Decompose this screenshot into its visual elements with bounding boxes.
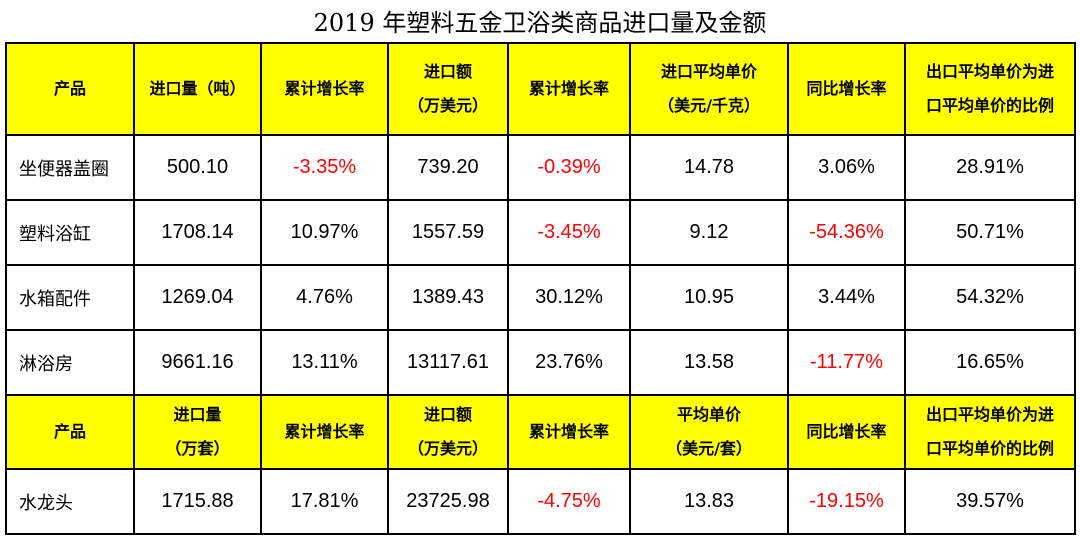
cell-cumulative-growth: 10.97% [260, 199, 389, 266]
import-table: 产品 进口量（吨） 累计增长率 进口额 （万美元） 累计增长率 进口平均单价 （美元/千克）同… [5, 42, 1076, 535]
header-text: 口平均单价的比例 [925, 439, 1054, 458]
cell-cumulative-growth: 17.81% [260, 468, 389, 535]
table-row: 坐便器盖圈 500.10 -3.35% 739.20 -0.39% 14.78 3.06% 2… [5, 134, 1076, 201]
header-cell-cumulative-growth: 累计增长率 [260, 394, 389, 470]
cell-export-import-ratio: 28.91% [904, 134, 1076, 201]
header-cell-cumulative-growth-value: 累计增长率 [507, 42, 631, 136]
cell-import-value: 739.20 [387, 134, 509, 201]
cell-import-value: 1389.43 [387, 264, 509, 331]
cell-product: 水箱配件 [5, 264, 135, 331]
header-text: 口平均单价的比例 [925, 96, 1054, 115]
header-text: 同比增长率 [806, 422, 887, 441]
header-cell-avg-unit-price: 平均单价 （美元/套） [629, 394, 789, 470]
cell-cumulative-growth: 13.11% [260, 329, 389, 396]
cell-import-qty: 1269.04 [133, 264, 262, 331]
cell-cumulative-growth-value: 23.76% [507, 329, 631, 396]
header-text: 进口量（吨） [149, 79, 246, 98]
header-text: 平均单价 [676, 405, 741, 424]
header-cell-import-qty: 进口量 （万套） [133, 394, 262, 470]
header-text: 累计增长率 [528, 79, 609, 98]
header-text: 产品 [53, 79, 86, 98]
cell-cumulative-growth-value: -4.75% [507, 468, 631, 535]
header-cell-yoy-growth: 同比增长率 [787, 394, 906, 470]
header-cell-cumulative-growth-value: 累计增长率 [507, 394, 631, 470]
header-row: 产品 进口量（吨） 累计增长率 进口额 （万美元） 累计增长率 进口平均单价 （美元/千克） 同… [5, 42, 1076, 136]
cell-avg-unit-price: 13.83 [629, 468, 789, 535]
header-text: （万美元） [407, 96, 488, 115]
header-cell-cumulative-growth: 累计增长率 [260, 42, 389, 136]
cell-export-import-ratio: 54.32% [904, 264, 1076, 331]
cell-yoy-growth: -19.15% [787, 468, 906, 535]
cell-product: 水龙头 [5, 468, 135, 535]
header-text: （美元/千克） [658, 96, 760, 115]
cell-cumulative-growth-value: -3.45% [507, 199, 631, 266]
header-text: 累计增长率 [284, 79, 365, 98]
cell-avg-unit-price: 13.58 [629, 329, 789, 396]
table-row: 塑料浴缸 1708.14 10.97% 1557.59 -3.45% 9.12 -54.36… [5, 199, 1076, 266]
header-text: 累计增长率 [528, 422, 609, 441]
cell-avg-unit-price: 10.95 [629, 264, 789, 331]
cell-import-value: 1557.59 [387, 199, 509, 266]
header-text: 进口额 [423, 62, 472, 81]
cell-avg-unit-price: 14.78 [629, 134, 789, 201]
header-text: 出口平均单价为进 [925, 62, 1054, 81]
cell-yoy-growth: -54.36% [787, 199, 906, 266]
header-text: （美元/套） [666, 439, 752, 458]
header-text: 产品 [53, 422, 86, 441]
header-row: 产品 进口量 （万套） 累计增长率 进口额 （万美元） 累计增长率 平均单价 （美元/套） 同比增… [5, 394, 1076, 470]
header-cell-yoy-growth: 同比增长率 [787, 42, 906, 136]
header-cell-import-value: 进口额 （万美元） [387, 42, 509, 136]
cell-product: 坐便器盖圈 [5, 134, 135, 201]
cell-import-qty: 9661.16 [133, 329, 262, 396]
cell-product: 塑料浴缸 [5, 199, 135, 266]
table-row: 水箱配件 1269.04 4.76% 1389.43 30.12% 10.95 3.44% 5… [5, 264, 1076, 331]
table-row: 水龙头 1715.88 17.81% 23725.98 -4.75% 13.83 -19.1… [5, 468, 1076, 535]
header-text: 同比增长率 [806, 79, 887, 98]
cell-cumulative-growth-value: 30.12% [507, 264, 631, 331]
cell-import-value: 23725.98 [387, 468, 509, 535]
header-text: 进口量 [173, 405, 222, 424]
header-cell-import-value: 进口额 （万美元） [387, 394, 509, 470]
cell-yoy-growth: 3.06% [787, 134, 906, 201]
header-text: 累计增长率 [284, 422, 365, 441]
header-cell-export-import-ratio: 出口平均单价为进 口平均单价的比例 [904, 42, 1076, 136]
header-text: 进口平均单价 [660, 62, 757, 81]
header-text: （万套） [165, 439, 230, 458]
cell-export-import-ratio: 50.71% [904, 199, 1076, 266]
cell-import-qty: 1715.88 [133, 468, 262, 535]
header-text: 进口额 [423, 405, 472, 424]
cell-yoy-growth: 3.44% [787, 264, 906, 331]
cell-import-qty: 1708.14 [133, 199, 262, 266]
header-cell-product: 产品 [5, 394, 135, 470]
cell-avg-unit-price: 9.12 [629, 199, 789, 266]
cell-export-import-ratio: 39.57% [904, 468, 1076, 535]
cell-export-import-ratio: 16.65% [904, 329, 1076, 396]
header-cell-avg-unit-price: 进口平均单价 （美元/千克） [629, 42, 789, 136]
cell-product: 淋浴房 [5, 329, 135, 396]
cell-yoy-growth: -11.77% [787, 329, 906, 396]
cell-cumulative-growth: 4.76% [260, 264, 389, 331]
header-cell-export-import-ratio: 出口平均单价为进 口平均单价的比例 [904, 394, 1076, 470]
table-row: 淋浴房 9661.16 13.11% 13117.61 23.76% 13.58 -11.7… [5, 329, 1076, 396]
header-text: 出口平均单价为进 [925, 405, 1054, 424]
header-cell-product: 产品 [5, 42, 135, 136]
header-text: （万美元） [407, 439, 488, 458]
header-cell-import-qty: 进口量（吨） [133, 42, 262, 136]
cell-import-value: 13117.61 [387, 329, 509, 396]
cell-cumulative-growth-value: -0.39% [507, 134, 631, 201]
cell-import-qty: 500.10 [133, 134, 262, 201]
cell-cumulative-growth: -3.35% [260, 134, 389, 201]
page-title: 2019 年塑料五金卫浴类商品进口量及金额 [313, 9, 767, 37]
